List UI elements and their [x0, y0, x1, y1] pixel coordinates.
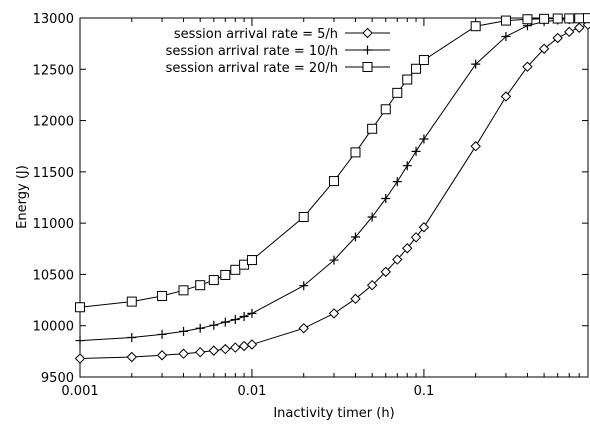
- data-point-series-2: [501, 31, 511, 41]
- data-point-series-2: [329, 255, 339, 265]
- x-tick-label: 0.001: [61, 384, 98, 399]
- data-point-series-2: [381, 194, 391, 204]
- legend-label: session arrival rate = 20/h: [166, 61, 338, 76]
- data-point-series-1: [500, 91, 512, 102]
- x-tick-label: 0.01: [237, 384, 266, 399]
- data-point-series-2: [179, 326, 189, 336]
- data-point-series-3: [583, 13, 590, 24]
- data-point-series-3: [157, 290, 168, 301]
- legend-marker: [363, 45, 372, 55]
- legend-marker: [362, 27, 373, 39]
- data-point-series-1: [538, 43, 550, 54]
- data-point-series-3: [246, 255, 257, 266]
- x-axis-label: Inactivity timer (h): [273, 406, 394, 421]
- data-point-series-3: [574, 13, 585, 24]
- data-point-series-1: [230, 342, 241, 353]
- data-point-series-1: [392, 254, 403, 265]
- y-tick-label: 11500: [33, 166, 74, 181]
- legend-label: session arrival rate = 5/h: [174, 27, 338, 42]
- data-point-series-2: [209, 320, 219, 330]
- data-point-series-2: [392, 177, 402, 187]
- data-point-series-2: [230, 315, 240, 325]
- data-point-series-1: [350, 293, 361, 305]
- data-point-series-2: [239, 311, 249, 321]
- series-markers: [74, 13, 590, 364]
- data-point-series-3: [402, 74, 413, 85]
- data-point-series-3: [500, 15, 511, 26]
- data-point-series-1: [238, 340, 250, 352]
- y-tick-label: 13000: [33, 12, 74, 27]
- axis-ticks: 9500 10000 10500 11000 11500 12000 12500 13000 0…: [33, 12, 589, 399]
- data-point-series-3: [539, 13, 550, 24]
- data-point-series-3: [470, 21, 481, 32]
- legend-label: session arrival rate = 10/h: [166, 44, 338, 59]
- data-point-series-3: [178, 285, 189, 296]
- data-point-series-3: [418, 55, 429, 66]
- y-axis-label: Energy (J): [15, 165, 30, 229]
- data-point-series-3: [522, 14, 533, 25]
- y-tick-label: 11000: [33, 217, 74, 232]
- x-tick-label: 0.1: [414, 384, 435, 399]
- data-point-series-1: [418, 222, 430, 233]
- data-point-series-2: [419, 134, 429, 144]
- data-point-series-3: [367, 123, 378, 134]
- data-point-series-1: [208, 345, 220, 356]
- data-point-series-2: [367, 212, 377, 222]
- data-point-series-1: [552, 32, 563, 44]
- data-point-series-2: [247, 308, 257, 318]
- data-point-series-2: [220, 317, 230, 327]
- data-point-series-2: [299, 281, 309, 291]
- data-point-series-1: [410, 232, 422, 243]
- data-point-series-1: [194, 346, 206, 358]
- data-point-series-3: [329, 176, 339, 187]
- data-point-series-3: [552, 13, 563, 24]
- data-point-series-3: [195, 280, 206, 291]
- data-point-series-3: [380, 104, 391, 115]
- data-point-series-1: [522, 61, 533, 72]
- data-point-series-1: [366, 279, 378, 291]
- data-point-series-3: [350, 147, 361, 158]
- data-point-series-2: [75, 336, 85, 346]
- data-point-series-1: [573, 22, 585, 33]
- data-point-series-3: [392, 87, 403, 98]
- data-point-series-3: [126, 296, 137, 307]
- data-point-series-3: [208, 275, 219, 286]
- legend-marker: [362, 62, 373, 72]
- y-tick-label: 12000: [33, 115, 74, 130]
- data-point-series-3: [75, 302, 85, 313]
- data-point-series-1: [298, 323, 309, 334]
- data-point-series-1: [126, 351, 137, 363]
- data-point-series-1: [246, 339, 258, 350]
- data-point-series-1: [470, 141, 481, 152]
- data-point-series-3: [298, 211, 309, 222]
- data-point-series-3: [564, 13, 575, 24]
- legend: session arrival rate = 5/h session arriva…: [166, 27, 390, 76]
- data-point-series-2: [127, 333, 137, 343]
- data-point-series-2: [471, 59, 481, 69]
- data-point-series-3: [230, 264, 241, 275]
- data-point-series-1: [402, 243, 413, 254]
- data-point-series-3: [411, 63, 422, 74]
- data-point-series-1: [328, 308, 340, 319]
- data-point-series-2: [350, 232, 360, 242]
- data-point-series-1: [178, 348, 189, 359]
- data-point-series-1: [564, 26, 575, 38]
- data-point-series-1: [380, 266, 391, 278]
- data-point-series-1: [74, 353, 86, 364]
- data-point-series-2: [195, 323, 205, 333]
- data-point-series-2: [402, 161, 412, 171]
- y-tick-label: 12500: [33, 63, 74, 78]
- y-tick-label: 10500: [33, 268, 74, 283]
- data-point-series-2: [411, 146, 421, 156]
- data-point-series-2: [157, 329, 167, 339]
- data-point-series-3: [220, 269, 231, 280]
- data-point-series-1: [220, 343, 231, 355]
- data-point-series-1: [156, 350, 168, 361]
- y-tick-label: 10000: [33, 320, 74, 335]
- y-tick-label: 9500: [41, 371, 74, 386]
